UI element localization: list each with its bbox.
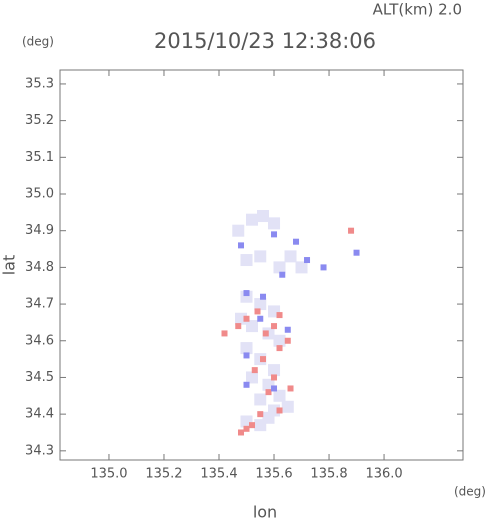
data-point bbox=[246, 371, 259, 384]
data-point bbox=[281, 400, 294, 413]
data-point bbox=[271, 323, 278, 330]
data-point bbox=[238, 242, 245, 249]
x-unit: (deg) bbox=[454, 485, 486, 499]
data-point bbox=[262, 330, 269, 337]
data-point bbox=[268, 217, 281, 230]
data-point bbox=[353, 249, 360, 256]
data-point bbox=[240, 254, 253, 267]
data-point bbox=[295, 261, 308, 274]
data-point bbox=[268, 364, 281, 377]
y-tick-label: 34.6 bbox=[25, 333, 54, 348]
data-point bbox=[284, 326, 291, 333]
plot-frame bbox=[59, 69, 464, 461]
data-point bbox=[235, 323, 242, 330]
x-tick-label: 135.2 bbox=[145, 467, 182, 482]
data-point bbox=[273, 334, 286, 347]
data-point bbox=[246, 320, 259, 333]
data-point bbox=[243, 315, 250, 322]
data-point bbox=[276, 407, 283, 414]
data-point bbox=[273, 389, 286, 402]
data-point bbox=[238, 429, 245, 436]
y-unit: (deg) bbox=[22, 35, 54, 49]
x-tick-label: 136.0 bbox=[365, 467, 402, 482]
data-point bbox=[257, 210, 270, 223]
y-axis-label: lat bbox=[0, 255, 19, 276]
chart-title: 2015/10/23 12:38:06 bbox=[154, 29, 376, 53]
data-point bbox=[243, 425, 250, 432]
data-point bbox=[221, 330, 228, 337]
data-point bbox=[293, 238, 300, 245]
data-point bbox=[243, 290, 250, 297]
x-tick-label: 135.0 bbox=[90, 467, 127, 482]
data-point bbox=[246, 213, 259, 226]
data-point bbox=[320, 264, 327, 271]
data-point bbox=[257, 411, 264, 418]
y-tick-label: 35.2 bbox=[25, 113, 54, 128]
data-point bbox=[243, 352, 250, 359]
data-point bbox=[279, 271, 286, 278]
data-point bbox=[243, 381, 250, 388]
data-point bbox=[251, 367, 258, 374]
data-point bbox=[284, 250, 297, 263]
data-point bbox=[254, 250, 267, 263]
y-tick-label: 34.9 bbox=[25, 223, 54, 238]
y-tick-label: 34.5 bbox=[25, 370, 54, 385]
data-point bbox=[284, 337, 291, 344]
x-tick-label: 135.4 bbox=[200, 467, 237, 482]
y-tick-label: 34.8 bbox=[25, 260, 54, 275]
x-tick-label: 135.6 bbox=[255, 467, 292, 482]
data-point bbox=[254, 298, 267, 311]
data-point bbox=[254, 393, 267, 406]
data-point bbox=[249, 422, 256, 429]
data-point bbox=[232, 224, 245, 237]
altitude-label: ALT(km) 2.0 bbox=[373, 1, 462, 19]
y-tick-label: 35.0 bbox=[25, 187, 54, 202]
data-point bbox=[260, 293, 267, 300]
data-point bbox=[271, 374, 278, 381]
data-point bbox=[254, 308, 261, 315]
y-tick-label: 34.4 bbox=[25, 407, 54, 422]
data-point bbox=[262, 411, 275, 424]
data-point bbox=[240, 342, 253, 355]
data-point bbox=[348, 227, 355, 234]
data-point bbox=[271, 231, 278, 238]
data-point bbox=[287, 385, 294, 392]
x-axis-label: lon bbox=[253, 503, 277, 521]
data-point bbox=[265, 389, 272, 396]
y-tick-label: 34.3 bbox=[25, 443, 54, 458]
data-point bbox=[257, 315, 264, 322]
data-point bbox=[304, 257, 311, 264]
y-tick-label: 34.7 bbox=[25, 297, 54, 312]
data-point bbox=[276, 345, 283, 352]
y-tick-label: 35.1 bbox=[25, 150, 54, 165]
x-tick-label: 135.8 bbox=[310, 467, 347, 482]
data-point bbox=[271, 385, 278, 392]
data-point bbox=[260, 356, 267, 363]
data-point bbox=[273, 261, 286, 274]
y-tick-label: 35.3 bbox=[25, 76, 54, 91]
data-point bbox=[276, 312, 283, 319]
